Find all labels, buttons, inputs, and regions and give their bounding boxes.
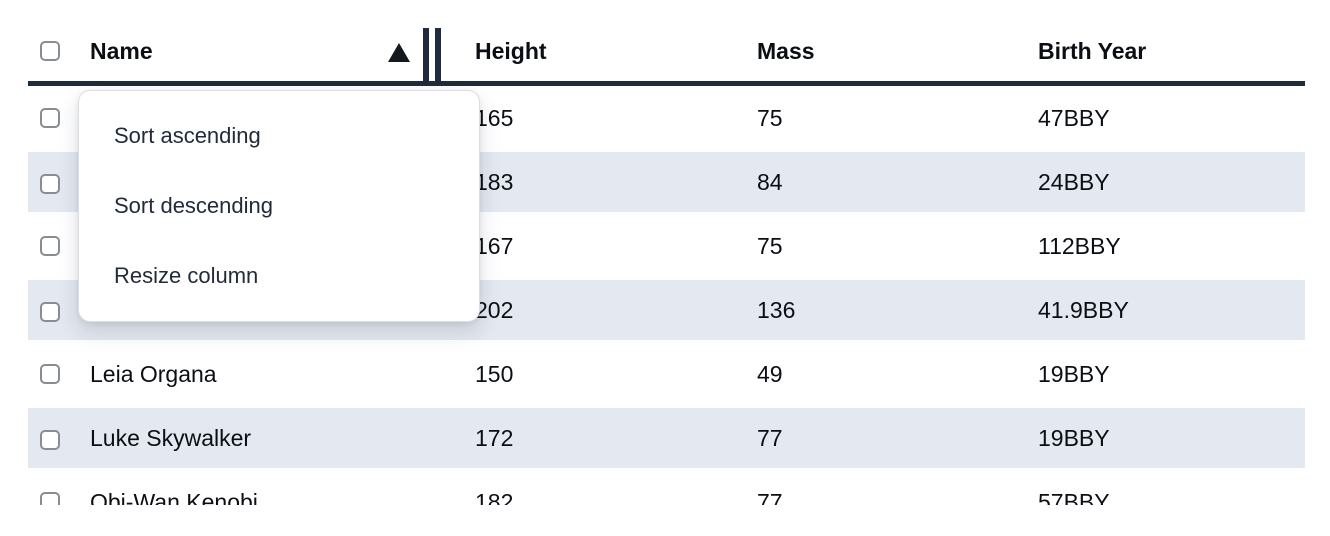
cell-height: 172	[475, 425, 514, 451]
cell-height: 202	[475, 297, 514, 323]
row-checkbox[interactable]	[40, 236, 60, 256]
row-checkbox[interactable]	[40, 364, 60, 384]
cell-mass: 77	[757, 489, 783, 505]
column-header-birth-year[interactable]: Birth Year	[1038, 38, 1147, 64]
row-checkbox[interactable]	[40, 174, 60, 194]
cell-birth-year: 57BBY	[1038, 489, 1110, 505]
cell-birth-year: 41.9BBY	[1038, 297, 1129, 323]
cell-birth-year: 19BBY	[1038, 361, 1110, 387]
menu-item-resize-column[interactable]: Resize column	[114, 263, 259, 288]
column-resize-handle-icon[interactable]	[423, 28, 441, 81]
cell-mass: 77	[757, 425, 783, 451]
cell-mass: 84	[757, 169, 783, 195]
cell-mass: 75	[757, 105, 783, 131]
cell-birth-year: 112BBY	[1038, 233, 1121, 259]
row-checkbox[interactable]	[40, 430, 60, 450]
select-all-checkbox[interactable]	[40, 41, 60, 61]
cell-height: 150	[475, 361, 514, 387]
cell-name: Obi-Wan Kenobi	[90, 489, 258, 505]
cell-birth-year: 47BBY	[1038, 105, 1110, 131]
cell-mass: 49	[757, 361, 783, 387]
cell-birth-year: 19BBY	[1038, 425, 1110, 451]
cell-mass: 75	[757, 233, 783, 259]
column-context-menu: Sort ascending Sort descending Resize co…	[78, 90, 480, 322]
row-checkbox[interactable]	[40, 108, 60, 128]
column-header-mass[interactable]: Mass	[757, 38, 815, 64]
column-header-name[interactable]: Name	[90, 38, 153, 64]
menu-item-sort-descending[interactable]: Sort descending	[114, 193, 273, 218]
cell-mass: 136	[757, 297, 796, 323]
cell-height: 165	[475, 105, 514, 131]
menu-item-sort-ascending[interactable]: Sort ascending	[114, 123, 261, 148]
cell-name: Luke Skywalker	[90, 425, 252, 451]
cell-name: Leia Organa	[90, 361, 217, 387]
table-row: Obi-Wan Kenobi 182 77 57BBY	[28, 470, 1305, 505]
sort-ascending-icon	[388, 43, 410, 62]
table-row: Luke Skywalker 172 77 19BBY	[28, 406, 1305, 470]
row-checkbox[interactable]	[40, 302, 60, 322]
row-checkbox[interactable]	[40, 492, 60, 505]
cell-height: 183	[475, 169, 514, 195]
table-header-row: Name Height Mass Birth Year	[28, 0, 1305, 86]
column-header-height[interactable]: Height	[475, 38, 547, 64]
table-row: Leia Organa 150 49 19BBY	[28, 342, 1305, 406]
cell-height: 182	[475, 489, 514, 505]
cell-birth-year: 24BBY	[1038, 169, 1110, 195]
cell-height: 167	[475, 233, 514, 259]
